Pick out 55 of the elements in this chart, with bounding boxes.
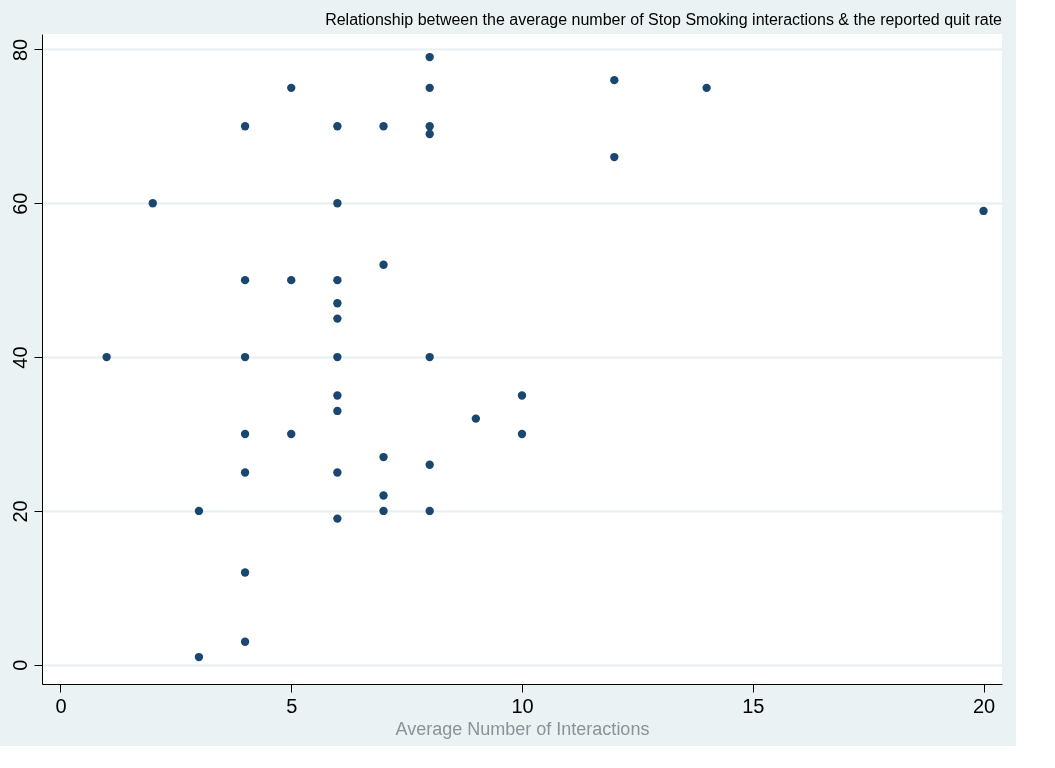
point bbox=[333, 352, 342, 362]
x-tick-label: 20 bbox=[972, 694, 996, 717]
point bbox=[425, 506, 434, 516]
point bbox=[194, 506, 204, 516]
point bbox=[425, 460, 434, 469]
y-tick-label: 60 bbox=[8, 192, 31, 215]
point bbox=[287, 429, 296, 439]
point bbox=[240, 568, 250, 577]
y-tick-label: 40 bbox=[8, 346, 31, 369]
point bbox=[240, 637, 250, 646]
x-axis-title: Average Number of Interactions bbox=[395, 718, 650, 739]
point bbox=[240, 122, 250, 131]
point bbox=[287, 275, 296, 285]
point bbox=[333, 514, 342, 523]
point bbox=[379, 260, 388, 269]
point bbox=[333, 406, 342, 416]
point bbox=[517, 429, 527, 439]
point bbox=[471, 414, 481, 423]
point bbox=[379, 452, 388, 462]
point bbox=[102, 352, 111, 362]
x-tick-label: 15 bbox=[742, 694, 765, 717]
point bbox=[610, 152, 619, 162]
point bbox=[240, 275, 250, 285]
y-tick-label: 20 bbox=[8, 500, 31, 523]
point bbox=[148, 199, 157, 208]
chart-title: Relationship between the average number of Stop Smoking interactions & the reported quit rate bbox=[325, 11, 1003, 28]
point bbox=[379, 122, 388, 131]
point bbox=[425, 352, 434, 362]
point bbox=[379, 506, 388, 516]
point bbox=[240, 429, 250, 439]
point bbox=[333, 275, 342, 285]
point bbox=[979, 206, 988, 216]
point bbox=[333, 468, 342, 477]
point bbox=[333, 314, 342, 323]
point bbox=[333, 391, 342, 400]
point bbox=[702, 83, 711, 93]
point bbox=[517, 391, 527, 400]
point bbox=[379, 491, 388, 500]
point bbox=[425, 83, 434, 93]
point bbox=[333, 122, 342, 131]
point bbox=[240, 468, 250, 477]
point bbox=[240, 352, 250, 362]
x-tick-label: 10 bbox=[511, 694, 534, 717]
x-tick-label: 0 bbox=[55, 694, 67, 717]
point bbox=[194, 652, 204, 662]
point bbox=[425, 129, 434, 139]
point bbox=[333, 199, 342, 208]
point bbox=[287, 83, 296, 93]
point bbox=[425, 122, 434, 131]
point bbox=[425, 52, 434, 62]
point bbox=[610, 75, 619, 85]
x-tick-label: 5 bbox=[286, 694, 298, 717]
point bbox=[333, 299, 342, 308]
y-tick-label: 0 bbox=[8, 659, 31, 671]
y-tick-label: 80 bbox=[8, 38, 31, 62]
